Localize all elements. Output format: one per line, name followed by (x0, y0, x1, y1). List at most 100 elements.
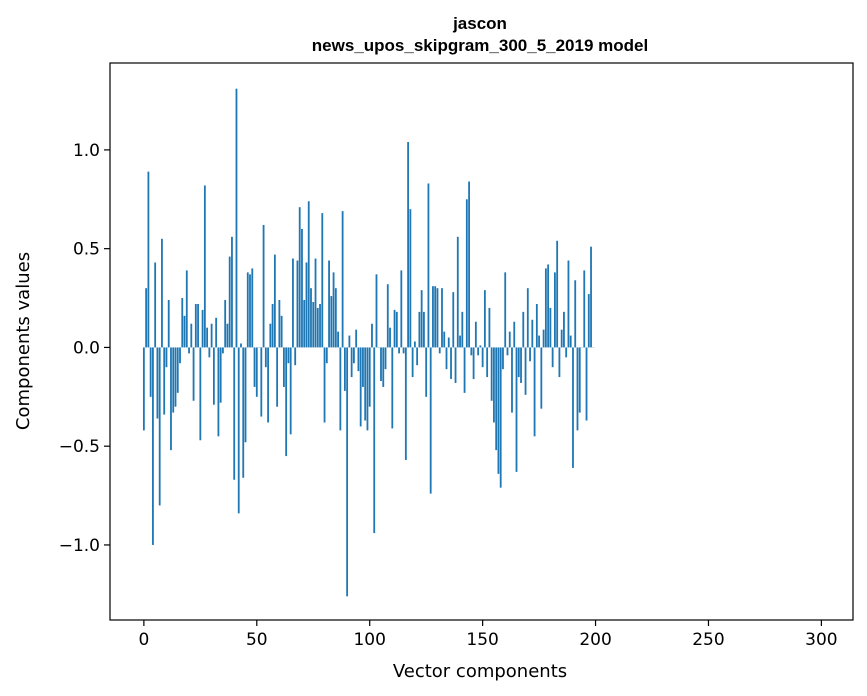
bar (454, 347, 457, 383)
bar (235, 88, 238, 348)
bar (249, 274, 251, 348)
bar (226, 323, 229, 348)
bar (585, 347, 588, 421)
bar (465, 199, 468, 348)
bar (330, 296, 333, 348)
bar (334, 288, 337, 348)
bar (194, 303, 197, 348)
x-tick-label: 0 (138, 630, 149, 650)
bar (154, 262, 157, 348)
bar (368, 347, 371, 407)
bar (517, 347, 520, 378)
bar (420, 290, 423, 348)
bar (572, 347, 574, 468)
bar (210, 323, 213, 348)
bar (486, 347, 489, 378)
bar (400, 270, 403, 348)
bar (479, 345, 482, 348)
bar (161, 238, 163, 348)
bar (531, 319, 534, 348)
bar (337, 331, 339, 348)
bar (373, 347, 376, 534)
bar (237, 347, 240, 514)
bar (339, 347, 342, 431)
bar (504, 272, 507, 348)
bar (488, 307, 491, 348)
y-tick-label: 0.5 (73, 240, 100, 260)
bar (411, 347, 414, 378)
bar (472, 347, 475, 380)
bar (224, 300, 227, 348)
bar (380, 347, 382, 382)
bar (269, 323, 272, 348)
bar (493, 347, 495, 423)
bar (549, 307, 552, 348)
bar (170, 347, 172, 451)
bar (434, 286, 437, 348)
bar (432, 286, 434, 348)
bar (529, 347, 531, 362)
bar (316, 307, 319, 348)
bar (513, 321, 516, 348)
bar (203, 185, 206, 348)
bar (343, 347, 346, 391)
bar (292, 258, 294, 348)
bar (228, 256, 231, 348)
bar (172, 347, 175, 413)
bar (416, 347, 419, 366)
bar (190, 323, 193, 348)
bar (526, 288, 529, 348)
bar (346, 347, 349, 597)
bar (569, 335, 572, 348)
bar (438, 347, 441, 354)
bar (384, 347, 387, 370)
x-tick-label: 150 (466, 630, 498, 650)
bar (447, 337, 450, 348)
bar (197, 303, 199, 348)
bar (371, 323, 373, 348)
bar (547, 264, 550, 348)
bar (386, 284, 389, 348)
bar (158, 347, 161, 506)
bar (251, 268, 254, 348)
bar (398, 347, 400, 354)
bar (312, 302, 315, 348)
bar (567, 260, 570, 348)
bar (276, 347, 279, 407)
bar (310, 288, 312, 348)
bar (583, 270, 586, 348)
bar (393, 309, 396, 348)
bar (353, 347, 355, 364)
y-axis: −1.0 −0.5 0.0 0.5 1.0 (59, 141, 110, 556)
y-tick-label: −1.0 (59, 536, 100, 556)
bar (551, 347, 554, 368)
bar (206, 327, 209, 348)
bar (477, 347, 480, 356)
bar (429, 347, 432, 494)
bar (463, 347, 466, 393)
bar (328, 260, 330, 348)
bar (305, 262, 308, 348)
bar (587, 294, 590, 348)
bar (165, 347, 168, 368)
bar (490, 347, 493, 401)
bar (590, 246, 592, 348)
bar (289, 347, 292, 435)
bar (307, 201, 310, 348)
bar (332, 272, 335, 348)
bar (436, 288, 439, 348)
bar (242, 347, 245, 478)
bar (542, 329, 545, 348)
bar (362, 347, 364, 387)
bar (273, 254, 276, 348)
bar (535, 303, 538, 348)
bar (264, 347, 267, 368)
y-axis-label: Components values (13, 252, 34, 430)
bar (576, 347, 579, 431)
bar (314, 258, 317, 348)
bar (481, 347, 484, 368)
bar (185, 270, 188, 348)
bar (192, 347, 195, 401)
bar (167, 300, 170, 348)
bar (294, 347, 297, 366)
